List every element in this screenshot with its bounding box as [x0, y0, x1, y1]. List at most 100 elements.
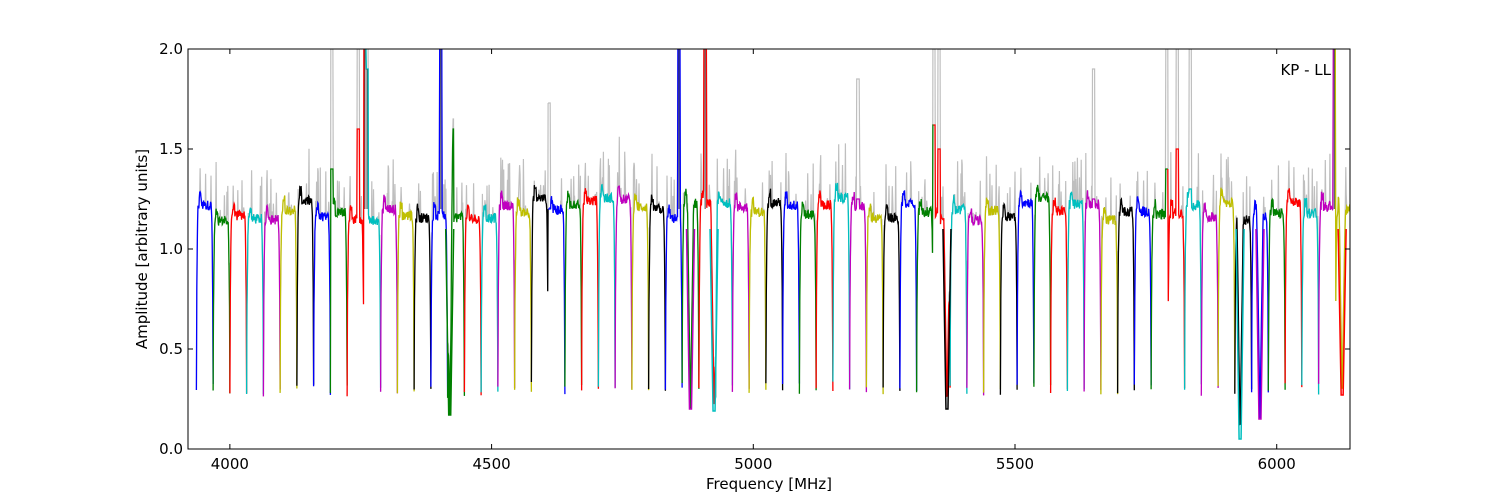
- channel-line: [329, 168, 348, 394]
- x-tick-label: 6000: [1258, 455, 1296, 473]
- raw-channel-line: [815, 155, 834, 392]
- notch-line: [709, 228, 719, 412]
- notch-line: [1337, 228, 1347, 396]
- channel-line: [548, 196, 566, 395]
- channel-line: [1049, 197, 1069, 394]
- channel-line: [1033, 184, 1052, 387]
- channel-line: [580, 188, 600, 391]
- channel-line: [195, 190, 214, 391]
- channel-line: [296, 185, 315, 386]
- raw-channel-line: [798, 163, 817, 394]
- channel-line: [413, 203, 432, 390]
- raw-channel-line: [882, 164, 901, 391]
- channel-line: [1100, 207, 1119, 395]
- channel-line: [1217, 187, 1236, 391]
- raw-channel-line: [1083, 68, 1102, 392]
- raw-channel-line: [865, 191, 884, 395]
- raw-channel-line: [212, 161, 231, 394]
- channel-line: [530, 185, 549, 383]
- channel-line: [832, 182, 851, 390]
- y-tick-label: 1.5: [159, 140, 183, 158]
- raw-channel-line: [313, 167, 331, 395]
- channel-line: [815, 190, 834, 392]
- channel-line: [262, 203, 281, 397]
- x-tick-label: 4000: [211, 455, 249, 473]
- raw-channel-line: [982, 156, 1002, 393]
- raw-channel-line: [530, 102, 549, 383]
- channel-line: [446, 128, 466, 416]
- channel-line: [614, 185, 633, 389]
- raw-channel-line: [279, 192, 298, 393]
- raw-channel-line: [380, 159, 398, 394]
- raw-channel-line: [949, 159, 968, 394]
- raw-channel-line: [262, 170, 281, 397]
- raw-channel-line: [1267, 165, 1286, 391]
- channel-line: [664, 49, 683, 390]
- channel-line: [949, 194, 968, 394]
- raw-channel-line: [614, 136, 633, 389]
- channel-line: [1284, 188, 1303, 388]
- channel-line: [513, 197, 533, 392]
- station-annotation: KP - LL: [1280, 61, 1331, 79]
- channel-series: [195, 49, 1350, 440]
- x-tick-label: 5500: [996, 455, 1034, 473]
- channel-line: [647, 194, 667, 391]
- channel-line: [1334, 49, 1350, 389]
- raw-channel-line: [1049, 165, 1069, 394]
- channel-line: [731, 192, 750, 392]
- raw-channel-line: [848, 78, 868, 393]
- raw-channel-line: [1066, 157, 1085, 390]
- x-tick-label: 5000: [734, 455, 772, 473]
- channel-line: [229, 201, 248, 394]
- x-tick-label: 4500: [472, 455, 510, 473]
- notch-line: [1235, 228, 1245, 440]
- y-tick-label: 2.0: [159, 40, 183, 58]
- channel-line: [463, 204, 482, 396]
- channel-line: [480, 204, 499, 393]
- notch-line: [444, 228, 455, 416]
- raw-channel-line: [548, 102, 566, 373]
- channel-line: [1200, 202, 1219, 396]
- y-tick-label: 0.0: [159, 440, 183, 458]
- x-axis-title: Frequency [MHz]: [706, 475, 832, 493]
- channel-line: [848, 191, 868, 393]
- channel-line: [212, 208, 231, 394]
- channel-line: [966, 208, 985, 396]
- channel-line: [982, 197, 1002, 393]
- channel-line: [1083, 190, 1102, 392]
- channel-line: [1183, 188, 1202, 390]
- channel-line: [430, 49, 449, 396]
- notch-line: [942, 228, 952, 410]
- channel-line: [1116, 197, 1135, 394]
- channel-line: [681, 188, 700, 410]
- notch-line: [1255, 228, 1265, 420]
- channel-line: [396, 201, 415, 394]
- channel-line: [1250, 199, 1269, 420]
- channel-line: [1301, 197, 1320, 395]
- channel-line: [1016, 189, 1035, 385]
- raw-channel-line: [1183, 49, 1202, 385]
- channel-line: [279, 195, 298, 393]
- notch-line: [685, 228, 696, 410]
- raw-channel-line: [647, 153, 667, 391]
- channel-line: [882, 204, 901, 391]
- channel-line: [781, 191, 801, 385]
- channel-line: [915, 124, 934, 393]
- channel-line: [999, 202, 1018, 395]
- raw-spectrum-series: [195, 49, 1350, 416]
- x-axis: 4000 4500 5000 5500 6000: [211, 49, 1296, 473]
- channel-line: [1150, 168, 1168, 390]
- y-axis-title: Amplitude [arbitrary units]: [133, 149, 151, 349]
- raw-channel-line: [1217, 153, 1236, 364]
- raw-channel-line: [832, 143, 851, 390]
- channel-line: [899, 189, 918, 392]
- channel-line: [497, 190, 516, 389]
- raw-channel-line: [246, 170, 264, 395]
- channel-line: [1317, 49, 1336, 384]
- raw-channel-line: [329, 49, 348, 394]
- raw-channel-line: [1150, 49, 1168, 390]
- channel-line: [1267, 197, 1286, 391]
- channel-line: [597, 183, 616, 388]
- raw-channel-line: [1167, 49, 1186, 389]
